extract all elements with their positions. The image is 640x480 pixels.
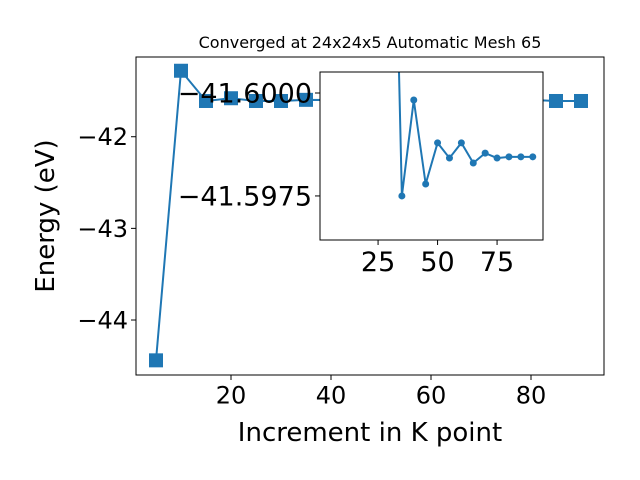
- axes-frame: [319, 71, 544, 241]
- data-point: [224, 91, 238, 106]
- y-tick-label: −43: [77, 215, 128, 243]
- data-point: [481, 149, 489, 157]
- data-point: [493, 154, 501, 162]
- x-tick-label: 80: [516, 381, 547, 409]
- axes-frame: [135, 56, 605, 376]
- x-axis-label: Increment in K point: [238, 418, 502, 448]
- y-tick-label: −42: [77, 123, 128, 151]
- x-tick-label: 40: [316, 381, 347, 409]
- data-point: [529, 153, 537, 161]
- chart-title: Converged at 24x24x5 Automatic Mesh 65: [199, 33, 542, 52]
- x-tick-label: 20: [216, 381, 247, 409]
- y-tick-label: −41.6000: [178, 78, 312, 109]
- data-point: [249, 93, 263, 108]
- data-point: [149, 353, 163, 368]
- x-tick-label: 60: [416, 381, 447, 409]
- data-point: [174, 63, 188, 78]
- data-point: [445, 154, 453, 162]
- x-tick-label: 75: [480, 247, 514, 278]
- x-tick-label: 25: [361, 247, 395, 278]
- data-point: [469, 159, 477, 167]
- y-axis-label: Energy (eV): [31, 139, 61, 292]
- plot-clip: [398, 72, 537, 200]
- data-point: [299, 92, 313, 107]
- data-point: [199, 93, 213, 108]
- y-tick-label: −41.5975: [178, 181, 312, 212]
- data-point: [549, 93, 563, 108]
- data-point: [434, 139, 442, 147]
- data-point: [274, 93, 288, 108]
- data-point: [517, 153, 525, 161]
- data-point: [574, 93, 588, 108]
- data-point: [505, 153, 513, 161]
- axes: 25 50 75 −41.6000 −41.5975: [178, 71, 544, 278]
- y-tick-label: −44: [77, 306, 128, 334]
- data-point: [410, 96, 418, 104]
- x-tick-label: 50: [420, 247, 454, 278]
- data-point: [422, 180, 430, 188]
- data-point: [398, 192, 406, 200]
- data-point: [457, 139, 465, 147]
